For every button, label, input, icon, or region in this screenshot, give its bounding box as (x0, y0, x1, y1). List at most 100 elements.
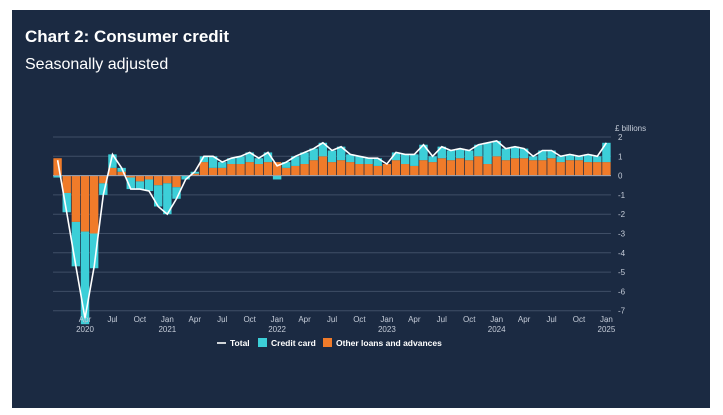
bar-other-loans (236, 164, 245, 176)
x-tick-label: Jan (380, 315, 393, 324)
bar-other-loans (218, 167, 227, 176)
bar-credit-card (510, 146, 520, 159)
bar-credit-card (501, 148, 511, 161)
bar-other-loans (364, 164, 373, 176)
legend-credit-card-swatch (258, 338, 267, 347)
bar-other-loans (455, 158, 465, 176)
x-tick-label: Jul (437, 315, 447, 324)
x-tick-label: Jan (600, 315, 613, 324)
chart-title: Chart 2: Consumer credit (25, 27, 230, 46)
bar-credit-card (181, 175, 190, 180)
bar-credit-card (400, 154, 410, 165)
bar-credit-card (538, 150, 547, 161)
bar-credit-card (327, 150, 337, 163)
bar-credit-card (108, 154, 117, 168)
bar-credit-card (583, 154, 593, 163)
bar-other-loans (519, 158, 529, 176)
bar-credit-card (245, 152, 254, 163)
bar-other-loans (208, 167, 218, 176)
bar-other-loans (602, 162, 611, 176)
y-unit-label: £ billions (615, 124, 646, 133)
y-tick-label: 0 (618, 172, 623, 181)
y-tick-label: 2 (618, 133, 623, 142)
bar-other-loans (583, 162, 593, 176)
bar-other-loans (400, 164, 410, 176)
x-tick-label: Jul (327, 315, 337, 324)
bar-other-loans (318, 156, 328, 176)
bar-other-loans (254, 164, 264, 176)
bar-credit-card (282, 162, 291, 168)
y-tick-label: -7 (618, 307, 626, 316)
bar-credit-card (163, 183, 172, 215)
bar-credit-card (556, 156, 565, 163)
bar-credit-card (364, 158, 373, 165)
bar-other-loans (135, 175, 145, 182)
legend-credit-card-label: Credit card (271, 338, 316, 348)
bar-credit-card (465, 150, 474, 161)
bar-other-loans (437, 158, 446, 176)
bar-other-loans (419, 160, 428, 176)
bar-credit-card (153, 185, 163, 207)
bar-other-loans (574, 160, 584, 176)
bar-other-loans (336, 160, 346, 176)
bar-other-loans (117, 171, 126, 176)
bar-credit-card (53, 175, 62, 178)
bar-other-loans (62, 175, 71, 193)
x-tick-label: Oct (134, 315, 147, 324)
bar-credit-card (263, 152, 273, 163)
x-tick-label: Jan (161, 315, 174, 324)
bar-credit-card (300, 152, 309, 165)
bar-credit-card (99, 183, 108, 195)
bar-other-loans (272, 162, 282, 176)
bar-other-loans (538, 160, 547, 176)
bar-credit-card (593, 156, 602, 163)
chart-panel (12, 10, 710, 408)
x-tick-label: Jan (271, 315, 284, 324)
bar-credit-card (236, 156, 245, 165)
bar-credit-card (62, 192, 71, 213)
bar-other-loans (355, 164, 364, 176)
bar-credit-card (428, 156, 437, 163)
y-tick-label: -1 (618, 191, 626, 200)
bar-other-loans (382, 164, 392, 176)
bar-credit-card (71, 221, 81, 267)
legend-other-loans-label: Other loans and advances (336, 338, 442, 348)
bar-other-loans (263, 162, 273, 176)
x-year-label: 2021 (158, 325, 176, 334)
bar-other-loans (556, 162, 565, 176)
bar-other-loans (327, 162, 337, 176)
bar-credit-card (455, 148, 465, 159)
x-tick-label: Jul (217, 315, 227, 324)
bar-other-loans (227, 164, 236, 176)
bar-credit-card (574, 156, 584, 161)
y-tick-label: -5 (618, 268, 626, 277)
bar-other-loans (510, 158, 520, 176)
y-tick-label: -3 (618, 230, 626, 239)
bar-credit-card (474, 144, 483, 157)
bar-credit-card (208, 156, 218, 168)
bar-credit-card (483, 142, 492, 165)
bar-credit-card (227, 158, 236, 165)
bar-other-loans (245, 162, 254, 176)
x-tick-label: Jul (107, 315, 117, 324)
bar-credit-card (318, 142, 328, 157)
x-year-label: 2024 (488, 325, 506, 334)
chart-subtitle: Seasonally adjusted (25, 56, 169, 73)
x-year-label: 2025 (598, 325, 616, 334)
bar-other-loans (309, 160, 318, 176)
bar-other-loans (465, 160, 474, 176)
x-tick-label: Oct (353, 315, 366, 324)
bar-other-loans (474, 156, 483, 176)
bar-credit-card (529, 156, 538, 161)
bar-other-loans (99, 175, 108, 184)
x-year-label: 2023 (378, 325, 396, 334)
bar-credit-card (272, 175, 282, 180)
bar-other-loans (593, 162, 602, 176)
bar-other-loans (126, 175, 135, 178)
line-total (56, 140, 608, 319)
bar-credit-card (291, 156, 300, 166)
x-tick-label: Oct (463, 315, 476, 324)
x-tick-label: Apr (189, 315, 202, 324)
bar-credit-card (144, 179, 154, 192)
